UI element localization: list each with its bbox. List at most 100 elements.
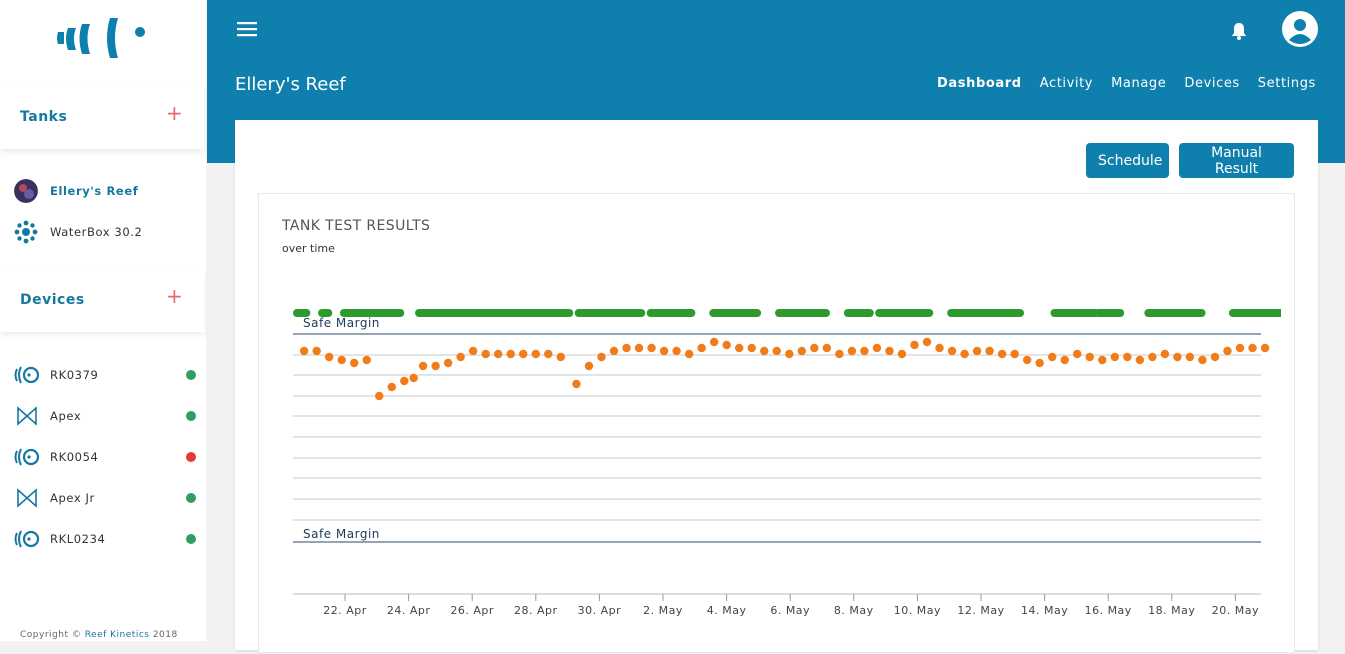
user-avatar-icon[interactable]: [1281, 10, 1319, 48]
x-tick-label: 30. Apr: [578, 604, 622, 617]
test-results-chart[interactable]: Safe Margin Safe Margin 22. Apr 24. Apr 26. …: [281, 294, 1281, 654]
schedule-button[interactable]: Schedule: [1086, 143, 1169, 178]
data-point: [387, 382, 396, 392]
data-point: [1085, 352, 1094, 362]
data-point: [456, 352, 465, 362]
data-point: [647, 343, 656, 353]
sidebar-item-rk0379[interactable]: RK0379: [14, 363, 196, 387]
data-point: [597, 352, 606, 362]
data-point: [1110, 352, 1119, 362]
bell-icon[interactable]: [1229, 21, 1249, 41]
x-tick-label: 20. May: [1212, 604, 1259, 617]
nav-activity[interactable]: Activity: [1039, 76, 1094, 91]
copyright-year: 2018: [149, 630, 178, 640]
data-point: [835, 349, 844, 359]
data-point: [622, 343, 631, 353]
data-point: [1248, 343, 1257, 353]
data-point: [922, 337, 932, 347]
status-dot: [186, 493, 196, 503]
data-point: [722, 340, 731, 350]
copyright: Copyright © Reef Kinetics 2018: [20, 630, 178, 640]
data-point: [1235, 343, 1245, 353]
data-point: [1185, 352, 1195, 362]
x-tick-label: 28. Apr: [514, 604, 558, 617]
reef-kinetics-link[interactable]: Reef Kinetics: [84, 630, 150, 640]
add-device-button[interactable]: +: [166, 284, 183, 308]
x-tick-label: 26. Apr: [450, 604, 494, 617]
sidebar: Tanks + Ellery's Reef WaterBox 30.2 Devi…: [0, 0, 206, 641]
x-tick-label: 24. Apr: [387, 604, 431, 617]
data-point: [797, 346, 806, 356]
tank-avatar: [14, 179, 38, 203]
sidebar-item-rkl0234[interactable]: RKL0234: [14, 527, 196, 551]
sidebar-item-label: WaterBox 30.2: [50, 225, 143, 239]
x-tick-label: 10. May: [894, 604, 941, 617]
sidebar-item-ellerys-reef[interactable]: Ellery's Reef: [14, 178, 138, 204]
data-point: [1260, 343, 1270, 353]
data-point: [531, 349, 540, 359]
data-point: [1223, 346, 1232, 356]
nav-manage[interactable]: Manage: [1111, 76, 1167, 91]
chart-title: TANK TEST RESULTS: [282, 218, 431, 234]
data-point: [1135, 355, 1145, 365]
sidebar-item-label: Ellery's Reef: [50, 184, 139, 198]
data-point: [822, 343, 832, 353]
data-point: [985, 346, 994, 356]
sidebar-item-rk0054[interactable]: RK0054: [14, 445, 196, 469]
device-label: RK0054: [50, 450, 99, 464]
data-point: [556, 352, 565, 362]
copyright-prefix: Copyright ©: [20, 630, 85, 640]
status-dot: [186, 534, 196, 544]
data-point: [672, 346, 681, 356]
apex-device-icon: [17, 488, 37, 508]
data-point: [362, 355, 371, 365]
devices-section-header: Devices +: [0, 268, 204, 332]
data-point: [493, 349, 503, 359]
rk-device-icon: [14, 366, 40, 384]
data-point: [409, 373, 418, 383]
tanks-section-title: Tanks: [20, 109, 68, 125]
page-title: Ellery's Reef: [235, 74, 346, 95]
data-point: [519, 349, 528, 359]
data-point: [1173, 352, 1182, 362]
sidebar-item-apex-jr[interactable]: Apex Jr: [14, 486, 196, 510]
x-tick-label: 18. May: [1148, 604, 1195, 617]
data-point: [735, 343, 744, 353]
sidebar-item-apex[interactable]: Apex: [14, 404, 196, 428]
nav-dashboard[interactable]: Dashboard: [937, 76, 1022, 91]
manual-result-button[interactable]: Manual Result: [1179, 143, 1294, 178]
device-label: RK0379: [50, 368, 99, 382]
sidebar-item-waterbox[interactable]: WaterBox 30.2: [14, 219, 142, 245]
status-dot: [186, 411, 196, 421]
data-point: [947, 346, 957, 356]
data-point: [684, 349, 694, 359]
safe-margin-top-label: Safe Margin: [303, 316, 380, 330]
data-point: [860, 346, 869, 356]
hamburger-menu-icon[interactable]: [237, 21, 257, 37]
data-point: [1123, 352, 1132, 362]
data-point: [747, 343, 756, 353]
nav-settings[interactable]: Settings: [1257, 76, 1316, 91]
add-tank-button[interactable]: +: [166, 101, 183, 125]
data-point: [659, 346, 669, 356]
data-point: [1048, 352, 1057, 362]
devices-section-title: Devices: [20, 292, 85, 308]
data-point: [847, 346, 857, 356]
data-point: [697, 343, 706, 353]
data-point: [506, 349, 515, 359]
nav-devices[interactable]: Devices: [1184, 76, 1240, 91]
apex-device-icon: [17, 406, 37, 426]
x-tick-label: 16. May: [1085, 604, 1132, 617]
data-point: [997, 349, 1007, 359]
device-label: RKL0234: [50, 532, 106, 546]
data-point: [299, 346, 309, 356]
x-tick-label: 2. May: [643, 604, 683, 617]
data-point: [709, 337, 719, 347]
data-point: [1073, 349, 1082, 359]
data-point: [443, 358, 453, 368]
reef-kinetics-logo[interactable]: [50, 12, 150, 66]
top-nav: Dashboard Activity Manage Devices Settin…: [937, 76, 1334, 91]
rk-device-icon: [14, 530, 40, 548]
data-point: [1210, 352, 1220, 362]
data-point: [418, 361, 428, 371]
